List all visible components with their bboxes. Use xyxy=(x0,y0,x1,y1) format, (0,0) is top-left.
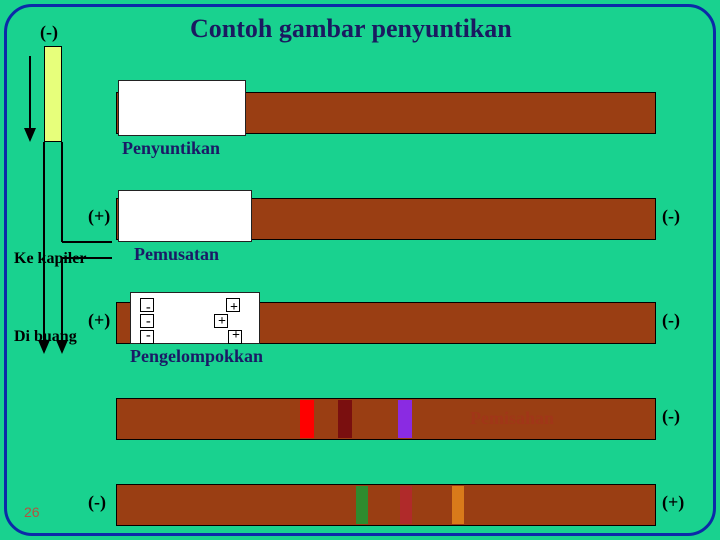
ion-plus: + xyxy=(232,328,240,344)
separation-band xyxy=(452,486,464,524)
stage-label: Pemusatan xyxy=(134,244,219,265)
ion-plus: + xyxy=(218,314,226,330)
slide-root: Contoh gambar penyuntikan (-) Ke kapiler… xyxy=(0,0,720,540)
ion-minus: - xyxy=(146,328,151,344)
polarity-right: (+) xyxy=(662,492,684,513)
ion-plus: + xyxy=(230,300,238,316)
capillary-bar xyxy=(116,398,656,440)
electrode-body xyxy=(44,46,62,142)
stage-label: Penyuntikan xyxy=(122,138,220,159)
ke-kapiler-label: Ke kapiler xyxy=(14,250,86,268)
polarity-right: (-) xyxy=(662,310,680,331)
polarity-left: (-) xyxy=(88,492,106,513)
stage-label: Pengelompokkan xyxy=(130,346,263,367)
separation-band xyxy=(356,486,368,524)
separation-band xyxy=(398,400,412,438)
sample-zone xyxy=(118,80,246,136)
polarity-right: (-) xyxy=(662,206,680,227)
polarity-left: (+) xyxy=(88,206,110,227)
separation-band xyxy=(338,400,352,438)
page-number: 26 xyxy=(24,504,40,520)
separation-band xyxy=(300,400,314,438)
slide-frame xyxy=(4,4,716,536)
stage-label: Pemisahan xyxy=(470,408,554,429)
polarity-right: (-) xyxy=(662,406,680,427)
capillary-bar xyxy=(116,484,656,526)
di-buang-label: Di buang xyxy=(14,328,77,346)
polarity-left: (+) xyxy=(88,310,110,331)
slide-title: Contoh gambar penyuntikan xyxy=(190,14,512,44)
sample-zone xyxy=(118,190,252,242)
electrode-minus-label: (-) xyxy=(40,22,58,43)
separation-band xyxy=(400,486,412,524)
